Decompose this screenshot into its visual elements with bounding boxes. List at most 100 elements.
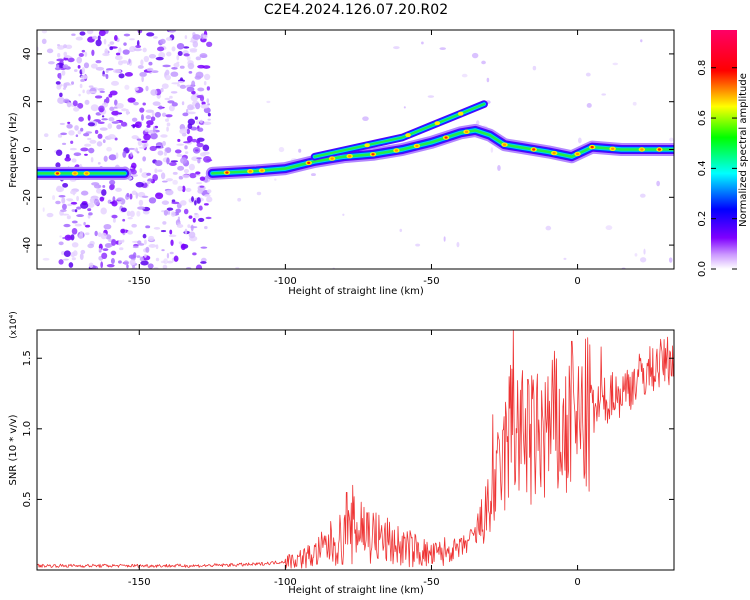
noise-blob (58, 259, 64, 265)
noise-blob (639, 193, 646, 198)
noise-blob (195, 149, 199, 152)
noise-blob (60, 132, 67, 136)
y-tick-label: 20 (22, 95, 33, 108)
noise-blob (97, 162, 101, 165)
y-tick-label: -40 (22, 237, 33, 253)
noise-blob (124, 72, 133, 77)
noise-blob (161, 249, 165, 252)
noise-blob (439, 47, 446, 50)
noise-blob (471, 52, 479, 59)
noise-blob (192, 40, 199, 48)
noise-blob (62, 64, 69, 69)
noise-blob (71, 257, 76, 261)
noise-blob (105, 96, 110, 104)
noise-blob (109, 41, 115, 45)
noise-blob (126, 192, 130, 198)
noise-blob (80, 202, 89, 209)
noise-blob (120, 228, 126, 234)
noise-blob (102, 52, 110, 57)
noise-blob (99, 90, 106, 93)
noise-blob (122, 218, 126, 222)
noise-blob (195, 102, 201, 110)
noise-blob (142, 156, 147, 162)
noise-blob (88, 85, 94, 88)
noise-blob (150, 116, 156, 122)
noise-blob (165, 178, 174, 182)
noise-blob (59, 235, 62, 238)
noise-blob (159, 38, 166, 45)
noise-blob (73, 69, 78, 73)
noise-blob (177, 83, 181, 87)
noise-blob (632, 101, 637, 106)
noise-blob (107, 123, 113, 129)
noise-blob (88, 212, 93, 216)
noise-blob (166, 126, 169, 132)
snr-x-axis-label: Height of straight line (km) (288, 585, 424, 596)
noise-blob (62, 236, 66, 240)
noise-blob (155, 56, 164, 61)
noise-blob (100, 261, 104, 269)
colorbar-tick-label: 0.8 (697, 60, 708, 76)
noise-blob (147, 263, 154, 269)
noise-blob (105, 234, 112, 240)
noise-blob (170, 71, 179, 77)
noise-blob (186, 135, 193, 143)
noise-blob (61, 203, 67, 210)
noise-blob (138, 146, 146, 149)
noise-blob (152, 101, 161, 106)
noise-blob (194, 75, 202, 80)
noise-blob (76, 206, 82, 210)
noise-blob (187, 62, 195, 70)
noise-blob (161, 83, 169, 89)
x-tick-label: -150 (128, 276, 151, 287)
noise-blob (123, 33, 131, 37)
noise-blob (114, 99, 118, 106)
noise-blob (145, 246, 150, 253)
noise-blob (181, 133, 187, 137)
noise-blob (393, 46, 400, 50)
noise-blob (98, 250, 102, 253)
noise-blob (160, 87, 164, 93)
noise-blob (497, 164, 501, 171)
noise-blob (184, 151, 189, 155)
noise-blob (158, 105, 163, 110)
noise-blob (178, 241, 183, 245)
noise-blob (121, 108, 128, 112)
noise-blob (74, 125, 79, 131)
noise-blob (124, 84, 130, 90)
noise-blob (194, 200, 197, 206)
noise-blob (81, 67, 85, 75)
noise-blob (166, 252, 170, 259)
noise-blob (160, 134, 168, 138)
noise-blob (111, 214, 118, 219)
noise-blob (191, 138, 198, 143)
noise-blob (132, 124, 136, 129)
noise-blob (55, 200, 61, 205)
noise-blob (109, 184, 115, 191)
noise-blob (127, 230, 134, 235)
noise-blob (486, 77, 490, 83)
noise-blob (162, 264, 168, 269)
noise-blob (191, 90, 196, 95)
noise-blob (63, 51, 68, 57)
noise-blob (155, 257, 160, 262)
noise-blob (169, 95, 173, 99)
noise-blob (157, 150, 164, 156)
noise-blob (170, 91, 178, 94)
noise-blob (192, 252, 197, 256)
noise-blob (63, 258, 69, 261)
noise-blob (87, 243, 95, 249)
noise-blob (130, 152, 133, 157)
noise-blob (142, 102, 146, 106)
noise-blob (586, 102, 592, 108)
noise-blob (114, 35, 118, 41)
noise-blob (137, 30, 143, 34)
noise-blob (63, 98, 70, 103)
spectrogram-panel: -150 -100 -50 0 -40 -20 0 20 40 Height of straig… (8, 29, 675, 297)
noise-blob (139, 168, 143, 173)
noise-blob (97, 121, 105, 124)
noise-blob (157, 169, 163, 173)
noise-blob (188, 215, 193, 219)
noise-blob (183, 169, 190, 174)
noise-blob (200, 246, 208, 249)
